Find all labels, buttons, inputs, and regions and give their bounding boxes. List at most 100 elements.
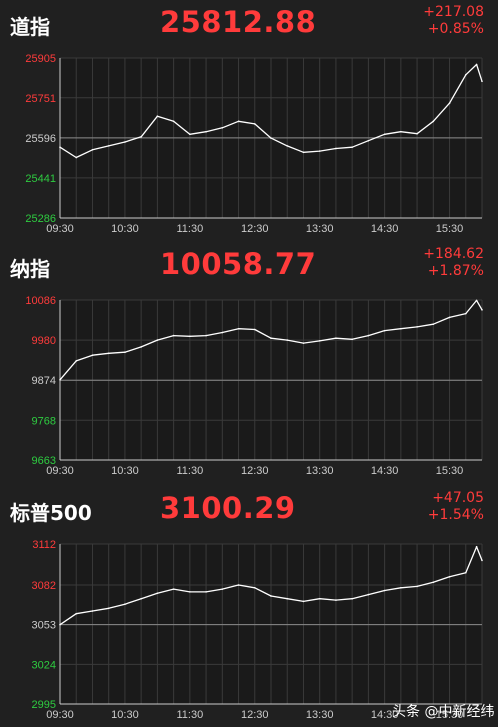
data-point — [59, 623, 61, 626]
data-point — [189, 591, 191, 593]
data-point — [75, 612, 78, 615]
dow-header: 道指 25812.88 +217.08 +0.85% — [0, 0, 498, 46]
data-point — [481, 309, 483, 311]
y-tick-label: 3053 — [32, 620, 56, 632]
data-point — [156, 115, 159, 117]
data-point — [205, 334, 207, 337]
series-line — [59, 299, 483, 381]
data-point — [383, 589, 386, 592]
data-point — [448, 316, 451, 319]
nasdaq-value: 10058.77 — [160, 247, 317, 281]
series-line — [59, 63, 483, 159]
data-point — [302, 342, 305, 344]
data-point — [448, 102, 451, 105]
x-tick-label: 13:30 — [306, 223, 334, 235]
data-point — [335, 599, 337, 601]
data-point — [172, 120, 175, 123]
data-point — [107, 145, 110, 147]
data-point — [253, 586, 256, 589]
data-point — [270, 137, 272, 139]
data-point — [383, 133, 386, 136]
y-tick-label: 9663 — [32, 455, 56, 467]
x-tick-label: 13:30 — [306, 465, 334, 477]
y-tick-label: 10086 — [25, 295, 56, 307]
y-tick-label: 9768 — [32, 415, 56, 427]
data-point — [270, 595, 272, 597]
x-tick-label: 14:30 — [371, 223, 399, 235]
x-tick-label: 11:30 — [176, 223, 203, 235]
data-point — [140, 136, 142, 138]
data-point — [286, 145, 289, 147]
sp500-header: 标普500 3100.29 +47.05 +1.54% — [0, 486, 498, 532]
x-tick-label: 15:30 — [436, 465, 464, 477]
x-tick-label: 11:30 — [176, 709, 203, 721]
data-point — [351, 597, 353, 600]
y-tick-label: 2995 — [32, 699, 56, 711]
data-point — [400, 130, 402, 133]
sp500-change: +47.05 — [432, 490, 484, 506]
data-point — [59, 379, 61, 381]
data-point — [475, 63, 478, 66]
data-point — [221, 331, 224, 334]
data-point — [383, 329, 386, 332]
data-point — [286, 597, 289, 600]
y-tick-label: 25441 — [25, 173, 56, 185]
data-point — [124, 141, 126, 143]
sp500-name: 标普500 — [10, 501, 92, 525]
data-point — [367, 593, 370, 596]
data-point — [351, 146, 353, 148]
data-point — [124, 603, 126, 605]
data-point — [400, 327, 402, 330]
data-point — [432, 120, 435, 123]
data-point — [367, 139, 370, 142]
data-point — [481, 559, 483, 562]
nasdaq-name: 纳指 — [10, 257, 50, 281]
data-point — [302, 151, 305, 154]
data-point — [464, 312, 467, 315]
data-point — [351, 338, 353, 341]
data-point — [107, 607, 110, 610]
data-point — [475, 299, 478, 302]
data-point — [221, 126, 224, 129]
data-point — [205, 591, 207, 593]
data-point — [91, 148, 94, 151]
data-point — [475, 545, 478, 548]
x-tick-label: 12:30 — [241, 223, 269, 235]
data-point — [400, 586, 402, 589]
data-point — [335, 337, 337, 340]
data-point — [221, 588, 224, 590]
nasdaq-change: +184.62 — [423, 246, 484, 262]
data-point — [253, 123, 256, 125]
data-point — [91, 354, 94, 357]
data-point — [432, 581, 435, 584]
x-tick-label: 09:30 — [46, 223, 74, 235]
x-tick-label: 11:30 — [176, 465, 203, 477]
dow-name: 道指 — [10, 15, 50, 39]
y-tick-label: 3112 — [32, 539, 56, 551]
data-point — [107, 352, 110, 355]
data-point — [237, 327, 240, 330]
y-tick-label: 9980 — [32, 335, 56, 347]
y-tick-label: 25905 — [25, 53, 56, 65]
x-tick-label: 15:30 — [436, 223, 464, 235]
data-point — [448, 576, 451, 578]
data-point — [91, 610, 94, 612]
data-point — [432, 323, 435, 326]
x-tick-label: 12:30 — [241, 465, 269, 477]
series-line — [59, 546, 483, 626]
data-point — [172, 588, 175, 590]
data-point — [205, 130, 207, 133]
y-tick-label: 25751 — [25, 93, 56, 105]
data-point — [75, 360, 78, 362]
nasdaq-change-pct: +1.87% — [427, 263, 484, 279]
data-point — [286, 339, 289, 341]
data-point — [140, 346, 142, 348]
dow-value: 25812.88 — [160, 5, 317, 39]
y-tick-label: 3024 — [32, 659, 56, 671]
sp500-change-pct: +1.54% — [427, 507, 484, 523]
x-tick-label: 14:30 — [371, 709, 399, 721]
data-point — [156, 592, 159, 595]
